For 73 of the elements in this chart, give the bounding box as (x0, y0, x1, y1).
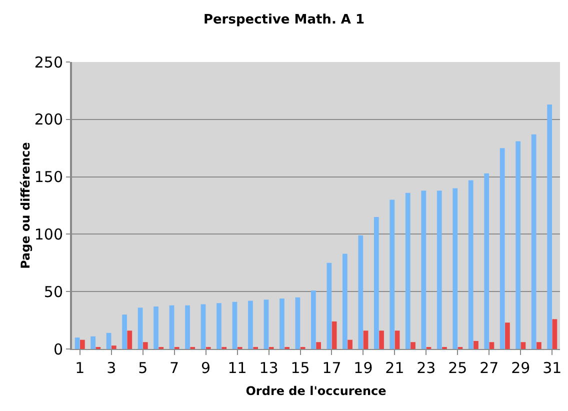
bar (90, 336, 96, 349)
bar (536, 342, 542, 349)
x-tick-label: 5 (138, 359, 148, 377)
bar (326, 262, 332, 349)
x-tick-label: 1 (75, 359, 85, 377)
bar (342, 254, 348, 349)
bar (405, 192, 410, 349)
bar (374, 216, 379, 349)
bar (127, 330, 132, 349)
bar (142, 342, 148, 349)
bar (390, 200, 395, 349)
bar (348, 340, 352, 349)
x-tick-label: 29 (511, 359, 530, 377)
bar (547, 104, 552, 349)
bar (436, 190, 442, 349)
y-tick-label: 100 (34, 225, 63, 244)
bar (80, 340, 85, 349)
bar (520, 342, 526, 349)
x-tick-label: 13 (259, 359, 278, 377)
x-tick-label: 15 (290, 359, 310, 377)
bar (216, 303, 222, 349)
x-tick-label: 17 (322, 359, 342, 377)
bar (111, 346, 116, 349)
x-axis-title: Ordre de l'occurence (246, 384, 386, 398)
bar (232, 302, 238, 349)
bar (169, 305, 174, 349)
y-tick-label: 50 (44, 282, 63, 301)
bar (410, 342, 416, 349)
bar (138, 308, 143, 349)
bar (200, 304, 206, 349)
x-tick-label: 11 (228, 359, 247, 377)
y-tick-label: 0 (53, 340, 63, 358)
x-tick-label: 21 (385, 359, 404, 377)
bar (248, 300, 253, 349)
x-tick-label: 25 (448, 359, 468, 377)
y-tick-label: 250 (34, 53, 63, 72)
x-tick-label: 3 (106, 359, 116, 377)
chart-title: Perspective Math. A 1 (203, 12, 365, 28)
bar (500, 148, 505, 349)
y-axis-title: Page ou différence (18, 142, 32, 269)
bar (295, 297, 300, 349)
x-tick-label: 9 (201, 359, 211, 377)
bar (316, 342, 321, 349)
bar (489, 342, 494, 349)
bar (452, 188, 458, 349)
x-tick-label: 19 (354, 359, 373, 377)
bar (484, 173, 490, 349)
x-tick-label: 23 (416, 359, 436, 377)
bar (280, 298, 284, 349)
bar (185, 305, 190, 349)
bar (379, 330, 384, 349)
bar (474, 340, 478, 349)
bar (421, 190, 426, 349)
bar (332, 321, 337, 349)
bar (74, 338, 80, 349)
x-tick-label: 7 (170, 359, 180, 377)
bar (394, 330, 400, 349)
bar (154, 306, 158, 349)
bar (468, 180, 474, 349)
bar (531, 134, 536, 349)
bar (516, 141, 521, 349)
bar (106, 332, 112, 349)
bar (358, 235, 364, 349)
x-tick-label: 31 (542, 359, 562, 377)
bar (552, 319, 558, 349)
y-tick-label: 150 (34, 168, 63, 186)
bar (122, 314, 127, 349)
bar (363, 330, 368, 349)
bar (505, 322, 510, 349)
y-tick-label: 200 (34, 110, 63, 129)
bar (264, 300, 269, 349)
x-tick-label: 27 (480, 359, 499, 377)
bar (311, 290, 316, 349)
